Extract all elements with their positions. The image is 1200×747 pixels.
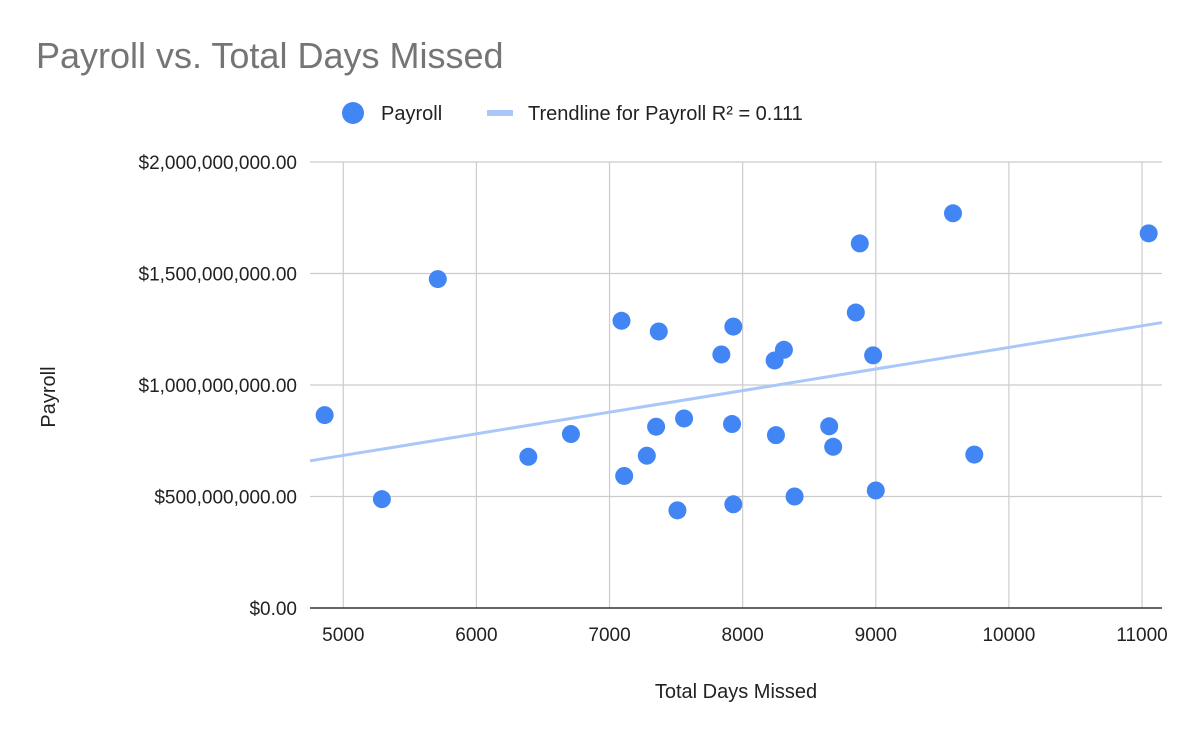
data-point bbox=[561, 425, 580, 444]
data-point bbox=[615, 466, 634, 485]
data-point bbox=[774, 340, 793, 359]
gridlines bbox=[310, 161, 1162, 609]
x-tick-label: 5000 bbox=[322, 625, 364, 646]
trendline bbox=[309, 321, 1163, 463]
data-point bbox=[637, 446, 656, 465]
data-point bbox=[372, 490, 391, 509]
data-point bbox=[649, 322, 668, 341]
y-axis-title: Payroll bbox=[38, 366, 60, 427]
y-tick-label: $1,500,000,000.00 bbox=[139, 265, 298, 286]
legend-label-payroll: Payroll bbox=[381, 103, 442, 125]
data-point bbox=[866, 481, 885, 500]
data-point bbox=[820, 417, 839, 436]
chart-title: Payroll vs. Total Days Missed bbox=[36, 35, 504, 76]
data-point bbox=[647, 417, 666, 436]
data-point bbox=[724, 495, 743, 514]
x-axis-title: Total Days Missed bbox=[655, 681, 817, 703]
data-point bbox=[723, 415, 742, 434]
trendline-line bbox=[309, 321, 1163, 463]
data-points bbox=[315, 204, 1158, 520]
y-tick-label: $0.00 bbox=[249, 599, 297, 620]
data-point bbox=[846, 303, 865, 322]
y-tick-label: $1,000,000,000.00 bbox=[139, 376, 298, 397]
x-tick-label: 7000 bbox=[588, 625, 630, 646]
data-point bbox=[1139, 224, 1158, 243]
x-axis-tick-labels: 5000 6000 7000 8000 9000 10000 11000 bbox=[322, 625, 1168, 646]
legend-marker-payroll bbox=[342, 102, 364, 124]
legend: Payroll Trendline for Payroll R² = 0.111 bbox=[342, 102, 803, 125]
data-point bbox=[724, 317, 743, 336]
data-point bbox=[675, 409, 694, 428]
y-tick-label: $2,000,000,000.00 bbox=[139, 153, 298, 174]
data-point bbox=[519, 447, 538, 466]
legend-label-trendline: Trendline for Payroll R² = 0.111 bbox=[528, 103, 803, 125]
x-tick-label: 8000 bbox=[722, 625, 764, 646]
x-tick-label: 6000 bbox=[455, 625, 497, 646]
y-tick-label: $500,000,000.00 bbox=[154, 488, 297, 509]
data-point bbox=[428, 270, 447, 289]
data-point bbox=[965, 445, 984, 464]
data-point bbox=[864, 346, 883, 365]
data-point bbox=[766, 426, 785, 445]
x-tick-label: 9000 bbox=[855, 625, 897, 646]
data-point bbox=[943, 204, 962, 223]
x-tick-label: 10000 bbox=[982, 625, 1035, 646]
data-point bbox=[712, 345, 731, 364]
y-axis-tick-labels: $0.00 $500,000,000.00 $1,000,000,000.00 $1,… bbox=[139, 153, 298, 620]
data-point bbox=[850, 234, 869, 253]
data-point bbox=[315, 406, 334, 425]
data-point bbox=[785, 487, 804, 506]
data-point bbox=[668, 501, 687, 520]
data-point bbox=[612, 311, 631, 330]
x-tick-label: 11000 bbox=[1116, 625, 1167, 646]
data-point bbox=[824, 437, 843, 456]
